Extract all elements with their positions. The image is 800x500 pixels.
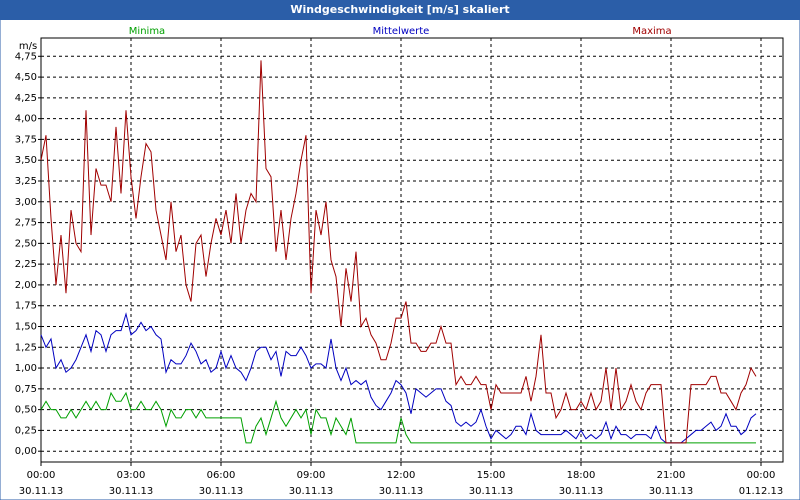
x-tick-label: 00:00 [747, 470, 776, 481]
y-tick-label: 0,25 [15, 425, 37, 436]
series-line [40, 391, 756, 444]
x-tick-label: 03:00 [117, 470, 146, 481]
x-tick-label: 12:00 [387, 470, 416, 481]
x-tick-date: 30.11.13 [289, 486, 334, 497]
chart-title: Windgeschwindigkeit [m/s] skaliert [290, 3, 509, 16]
y-tick-label: 3,00 [15, 197, 37, 208]
y-tick-label: 2,25 [15, 259, 37, 270]
y-tick-label: 2,00 [15, 280, 37, 291]
x-tick-label: 09:00 [297, 470, 326, 481]
x-tick-date: 30.11.13 [109, 486, 154, 497]
y-tick-label: 0,50 [15, 405, 37, 416]
y-tick-label: 4,25 [15, 93, 37, 104]
y-tick-label: 1,75 [15, 301, 37, 312]
y-unit: m/s [19, 41, 37, 52]
y-tick-label: 2,75 [15, 218, 37, 229]
legend-label: Maxima [632, 26, 671, 37]
x-tick-date: 30.11.13 [199, 486, 244, 497]
legend-label: Mittelwerte [373, 26, 430, 37]
y-tick-label: 1,25 [15, 342, 37, 353]
x-tick-date: 30.11.13 [559, 486, 604, 497]
x-tick-date: 30.11.13 [19, 486, 64, 497]
y-tick-label: 0,75 [15, 384, 37, 395]
x-tick-label: 06:00 [207, 470, 236, 481]
x-tick-date: 30.11.13 [469, 486, 514, 497]
y-tick-label: 3,50 [15, 155, 37, 166]
x-tick-date: 01.12.13 [739, 486, 784, 497]
y-tick-label: 1,00 [15, 363, 37, 374]
y-tick-label: 1,50 [15, 321, 37, 332]
y-tick-label: 2,50 [15, 238, 37, 249]
legend-label: Minima [129, 26, 165, 37]
y-tick-label: 4,00 [15, 114, 37, 125]
x-tick-label: 21:00 [657, 470, 686, 481]
series-line [40, 60, 757, 444]
title-bar [0, 0, 800, 20]
series-line [40, 312, 757, 444]
y-tick-label: 0,00 [15, 446, 37, 457]
y-tick-label: 3,25 [15, 176, 37, 187]
y-tick-label: 4,75 [15, 51, 37, 62]
x-tick-label: 00:00 [27, 470, 56, 481]
x-tick-date: 30.11.13 [649, 486, 694, 497]
y-tick-label: 4,50 [15, 72, 37, 83]
x-tick-label: 18:00 [567, 470, 596, 481]
x-tick-label: 15:00 [477, 470, 506, 481]
y-tick-label: 3,75 [15, 134, 37, 145]
x-tick-date: 30.11.13 [379, 486, 424, 497]
